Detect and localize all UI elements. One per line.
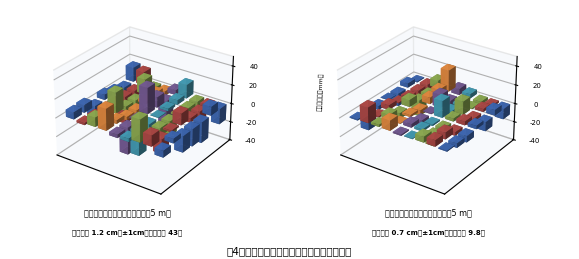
Text: 围4　作業前の田面と作業後の耕盤面の状況: 围4 作業前の田面と作業後の耕盤面の状況: [227, 246, 352, 256]
Text: 作業後の耕盤の状況（測定間险5 m）: 作業後の耕盤の状況（測定間险5 m）: [385, 208, 472, 218]
Text: 標準偏差 0.7 cm、±1cm以上の割合 9.8％: 標準偏差 0.7 cm、±1cm以上の割合 9.8％: [372, 229, 485, 236]
Text: 作業前の田面の状況（測定間险5 m）: 作業前の田面の状況（測定間险5 m）: [84, 208, 171, 218]
Text: 標準偏差 1.2 cm、±1cm以上の割合 43％: 標準偏差 1.2 cm、±1cm以上の割合 43％: [72, 229, 182, 236]
